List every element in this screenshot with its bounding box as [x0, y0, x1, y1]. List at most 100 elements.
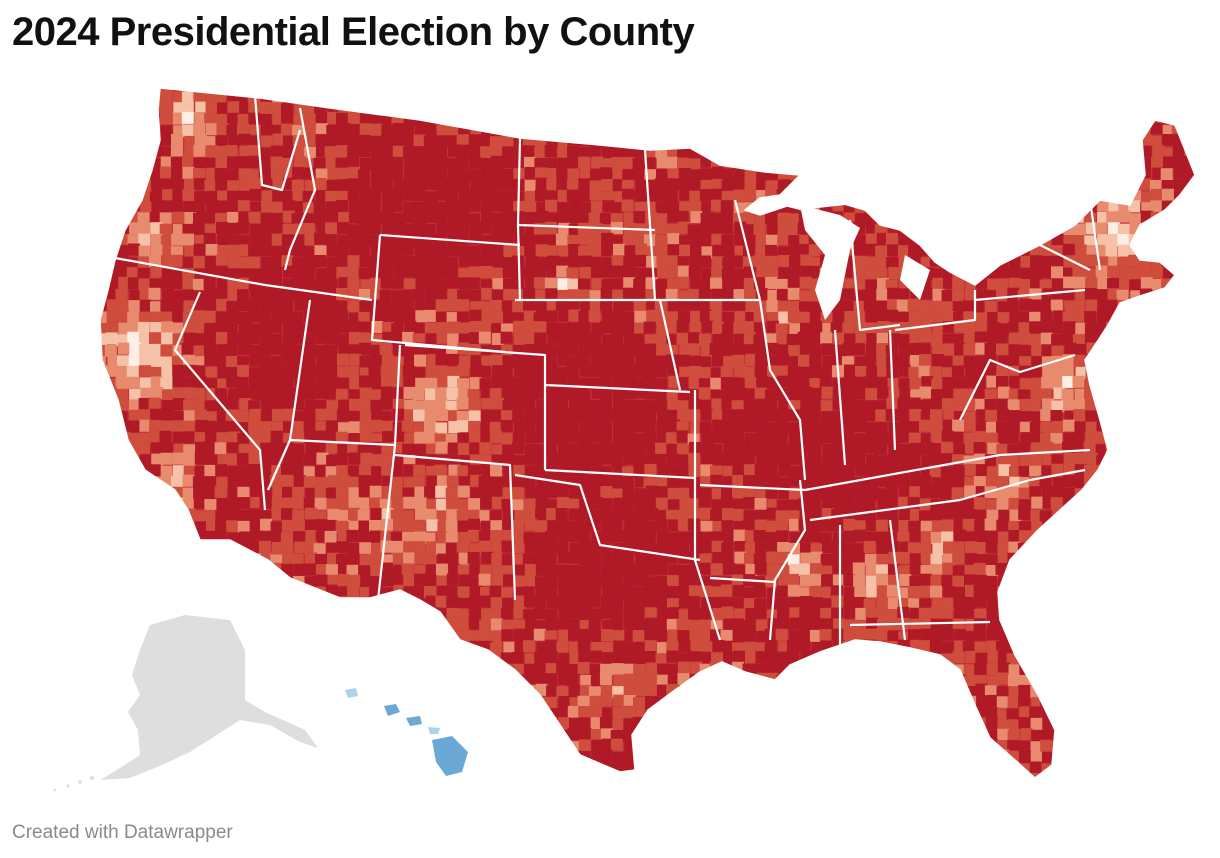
county[interactable] [1139, 531, 1152, 544]
county[interactable] [490, 190, 503, 203]
county[interactable] [456, 211, 469, 223]
county[interactable] [314, 232, 327, 245]
county[interactable] [127, 234, 140, 247]
county[interactable] [303, 387, 315, 400]
county[interactable] [446, 498, 459, 511]
county[interactable] [117, 355, 129, 368]
county[interactable] [195, 597, 207, 610]
county[interactable] [500, 331, 513, 344]
county[interactable] [128, 498, 141, 511]
county[interactable] [105, 421, 118, 434]
county[interactable] [886, 257, 899, 270]
county[interactable] [701, 268, 714, 281]
county[interactable] [930, 90, 943, 102]
county[interactable] [359, 300, 372, 313]
county[interactable] [1162, 397, 1175, 410]
county[interactable] [183, 410, 196, 423]
county[interactable] [469, 309, 482, 322]
county[interactable] [150, 244, 163, 257]
county[interactable] [227, 190, 240, 203]
county[interactable] [116, 496, 129, 509]
county[interactable] [304, 609, 316, 622]
county[interactable] [590, 408, 603, 421]
county[interactable] [842, 147, 855, 160]
county[interactable] [941, 80, 954, 93]
county[interactable] [270, 608, 283, 621]
county[interactable] [942, 190, 954, 203]
county[interactable] [270, 279, 283, 292]
county[interactable] [820, 101, 833, 114]
county[interactable] [676, 320, 689, 333]
county[interactable] [1173, 541, 1186, 554]
county[interactable] [489, 199, 502, 212]
county[interactable] [292, 125, 305, 137]
county[interactable] [1161, 188, 1174, 201]
county[interactable] [247, 298, 260, 311]
county[interactable] [876, 255, 889, 268]
county[interactable] [942, 562, 955, 575]
county[interactable] [281, 464, 293, 477]
county[interactable] [315, 408, 328, 421]
county[interactable] [491, 574, 504, 587]
county[interactable] [358, 464, 371, 477]
county[interactable] [171, 585, 184, 598]
county[interactable] [1062, 419, 1075, 432]
county[interactable] [931, 81, 944, 94]
county[interactable] [358, 221, 371, 234]
county[interactable] [930, 211, 943, 224]
county[interactable] [875, 519, 888, 532]
county[interactable] [214, 168, 227, 181]
county[interactable] [523, 398, 536, 411]
county[interactable] [1051, 553, 1064, 566]
county[interactable] [459, 574, 472, 587]
county[interactable] [932, 222, 945, 235]
county[interactable] [479, 365, 492, 378]
county[interactable] [116, 309, 129, 322]
county[interactable] [1151, 278, 1164, 291]
county[interactable] [722, 136, 735, 149]
county[interactable] [842, 157, 855, 169]
county[interactable] [140, 113, 153, 126]
county[interactable] [1118, 597, 1131, 610]
county[interactable] [885, 408, 898, 421]
county[interactable] [555, 564, 568, 577]
county[interactable] [226, 201, 239, 214]
county[interactable] [148, 574, 161, 587]
county[interactable] [973, 442, 986, 454]
county[interactable] [258, 156, 271, 169]
county[interactable] [380, 156, 393, 169]
county[interactable] [1171, 508, 1184, 521]
county[interactable] [390, 168, 403, 181]
county[interactable] [1075, 607, 1088, 619]
county[interactable] [118, 81, 131, 94]
county[interactable] [1063, 575, 1076, 587]
county[interactable] [996, 376, 1008, 388]
county[interactable] [1118, 584, 1131, 597]
county[interactable] [646, 136, 659, 149]
county[interactable] [1172, 521, 1185, 534]
county[interactable] [468, 399, 481, 412]
county[interactable] [591, 89, 604, 102]
county[interactable] [556, 596, 569, 609]
county[interactable] [953, 80, 966, 92]
county[interactable] [115, 377, 128, 390]
county[interactable] [558, 309, 571, 322]
county[interactable] [128, 188, 141, 201]
county[interactable] [480, 409, 493, 422]
county[interactable] [382, 322, 394, 334]
county[interactable] [720, 366, 733, 379]
county[interactable] [633, 597, 645, 610]
county[interactable] [799, 234, 812, 247]
county[interactable] [347, 113, 360, 126]
county[interactable] [96, 377, 109, 390]
county[interactable] [1072, 300, 1085, 313]
county[interactable] [744, 178, 757, 191]
county[interactable] [951, 191, 964, 204]
county[interactable] [1162, 386, 1175, 399]
county[interactable] [886, 454, 899, 467]
county[interactable] [997, 244, 1010, 257]
county[interactable] [159, 212, 172, 225]
county[interactable] [1051, 80, 1064, 92]
county[interactable] [821, 386, 834, 399]
county[interactable] [239, 553, 251, 566]
